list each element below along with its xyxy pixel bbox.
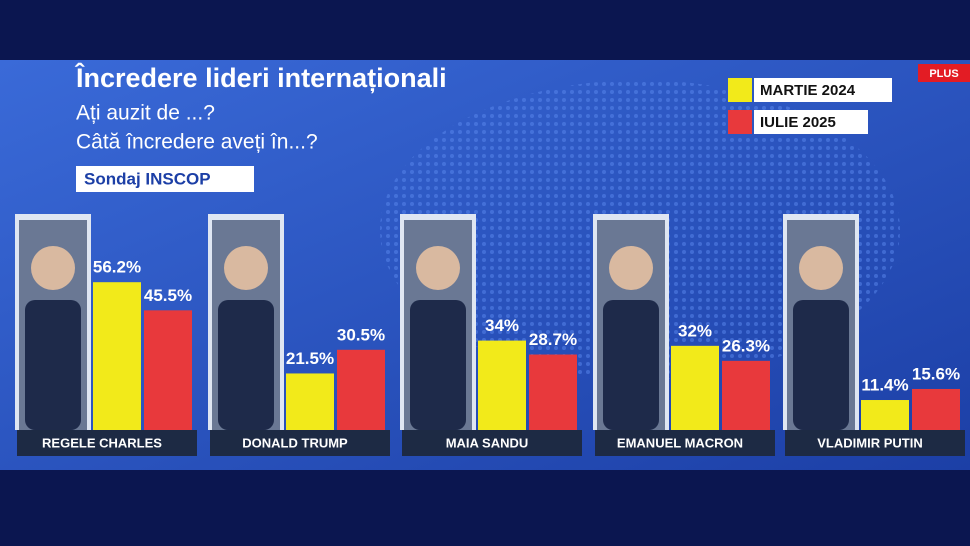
legend-label: MARTIE 2024: [760, 82, 856, 99]
value-label: 11.4%: [861, 376, 908, 395]
subtitle: Câtă încredere aveți în...?: [76, 131, 318, 154]
value-label: 21.5%: [286, 349, 334, 368]
value-label: 28.7%: [529, 330, 577, 349]
bar: [337, 349, 385, 430]
value-label: 45.5%: [144, 286, 192, 305]
legend-label: IULIE 2025: [760, 114, 836, 131]
bar: [93, 282, 141, 430]
bar: [671, 345, 719, 430]
value-label: 34%: [485, 316, 519, 335]
bar: [861, 400, 909, 430]
name-box: [210, 430, 390, 456]
logo: PLUS: [929, 68, 958, 80]
bar: [912, 388, 960, 430]
subtitle: Ați auzit de ...?: [76, 102, 215, 125]
bar: [478, 340, 526, 430]
photo-head: [799, 246, 843, 290]
photo-head: [609, 246, 653, 290]
value-label: 32%: [678, 321, 712, 340]
bar: [286, 373, 334, 430]
source-box: [76, 166, 254, 192]
legend-swatch: [728, 78, 752, 102]
name-box: [17, 430, 197, 456]
photo-head: [416, 246, 460, 290]
x-tick-label: REGELE CHARLES: [42, 435, 162, 450]
name-box: [785, 430, 965, 456]
source: Sondaj INSCOP: [84, 169, 211, 188]
legend-box: [754, 78, 892, 102]
legend-swatch: [728, 110, 752, 134]
logo-box: [918, 64, 970, 82]
value-label: 56.2%: [93, 258, 141, 277]
photo-body: [793, 300, 849, 430]
top-band: [0, 0, 970, 60]
bar: [722, 360, 770, 430]
x-tick-label: VLADIMIR PUTIN: [817, 435, 922, 450]
photo-body: [410, 300, 466, 430]
bottom-band: [0, 470, 970, 546]
value-label: 15.6%: [912, 364, 960, 383]
photo-head: [224, 246, 268, 290]
value-label: 26.3%: [722, 336, 770, 355]
legend-box: [754, 110, 868, 134]
photo-body: [603, 300, 659, 430]
name-box: [402, 430, 582, 456]
x-tick-label: MAIA SANDU: [446, 435, 529, 450]
photo-body: [25, 300, 81, 430]
chart-title: Încredere lideri internaționali: [74, 62, 447, 93]
bar: [529, 354, 577, 430]
photo-body: [218, 300, 274, 430]
name-box: [595, 430, 775, 456]
photo-head: [31, 246, 75, 290]
x-tick-label: EMANUEL MACRON: [617, 435, 743, 450]
bar: [144, 310, 192, 430]
value-label: 30.5%: [337, 325, 385, 344]
x-tick-label: DONALD TRUMP: [242, 435, 348, 450]
